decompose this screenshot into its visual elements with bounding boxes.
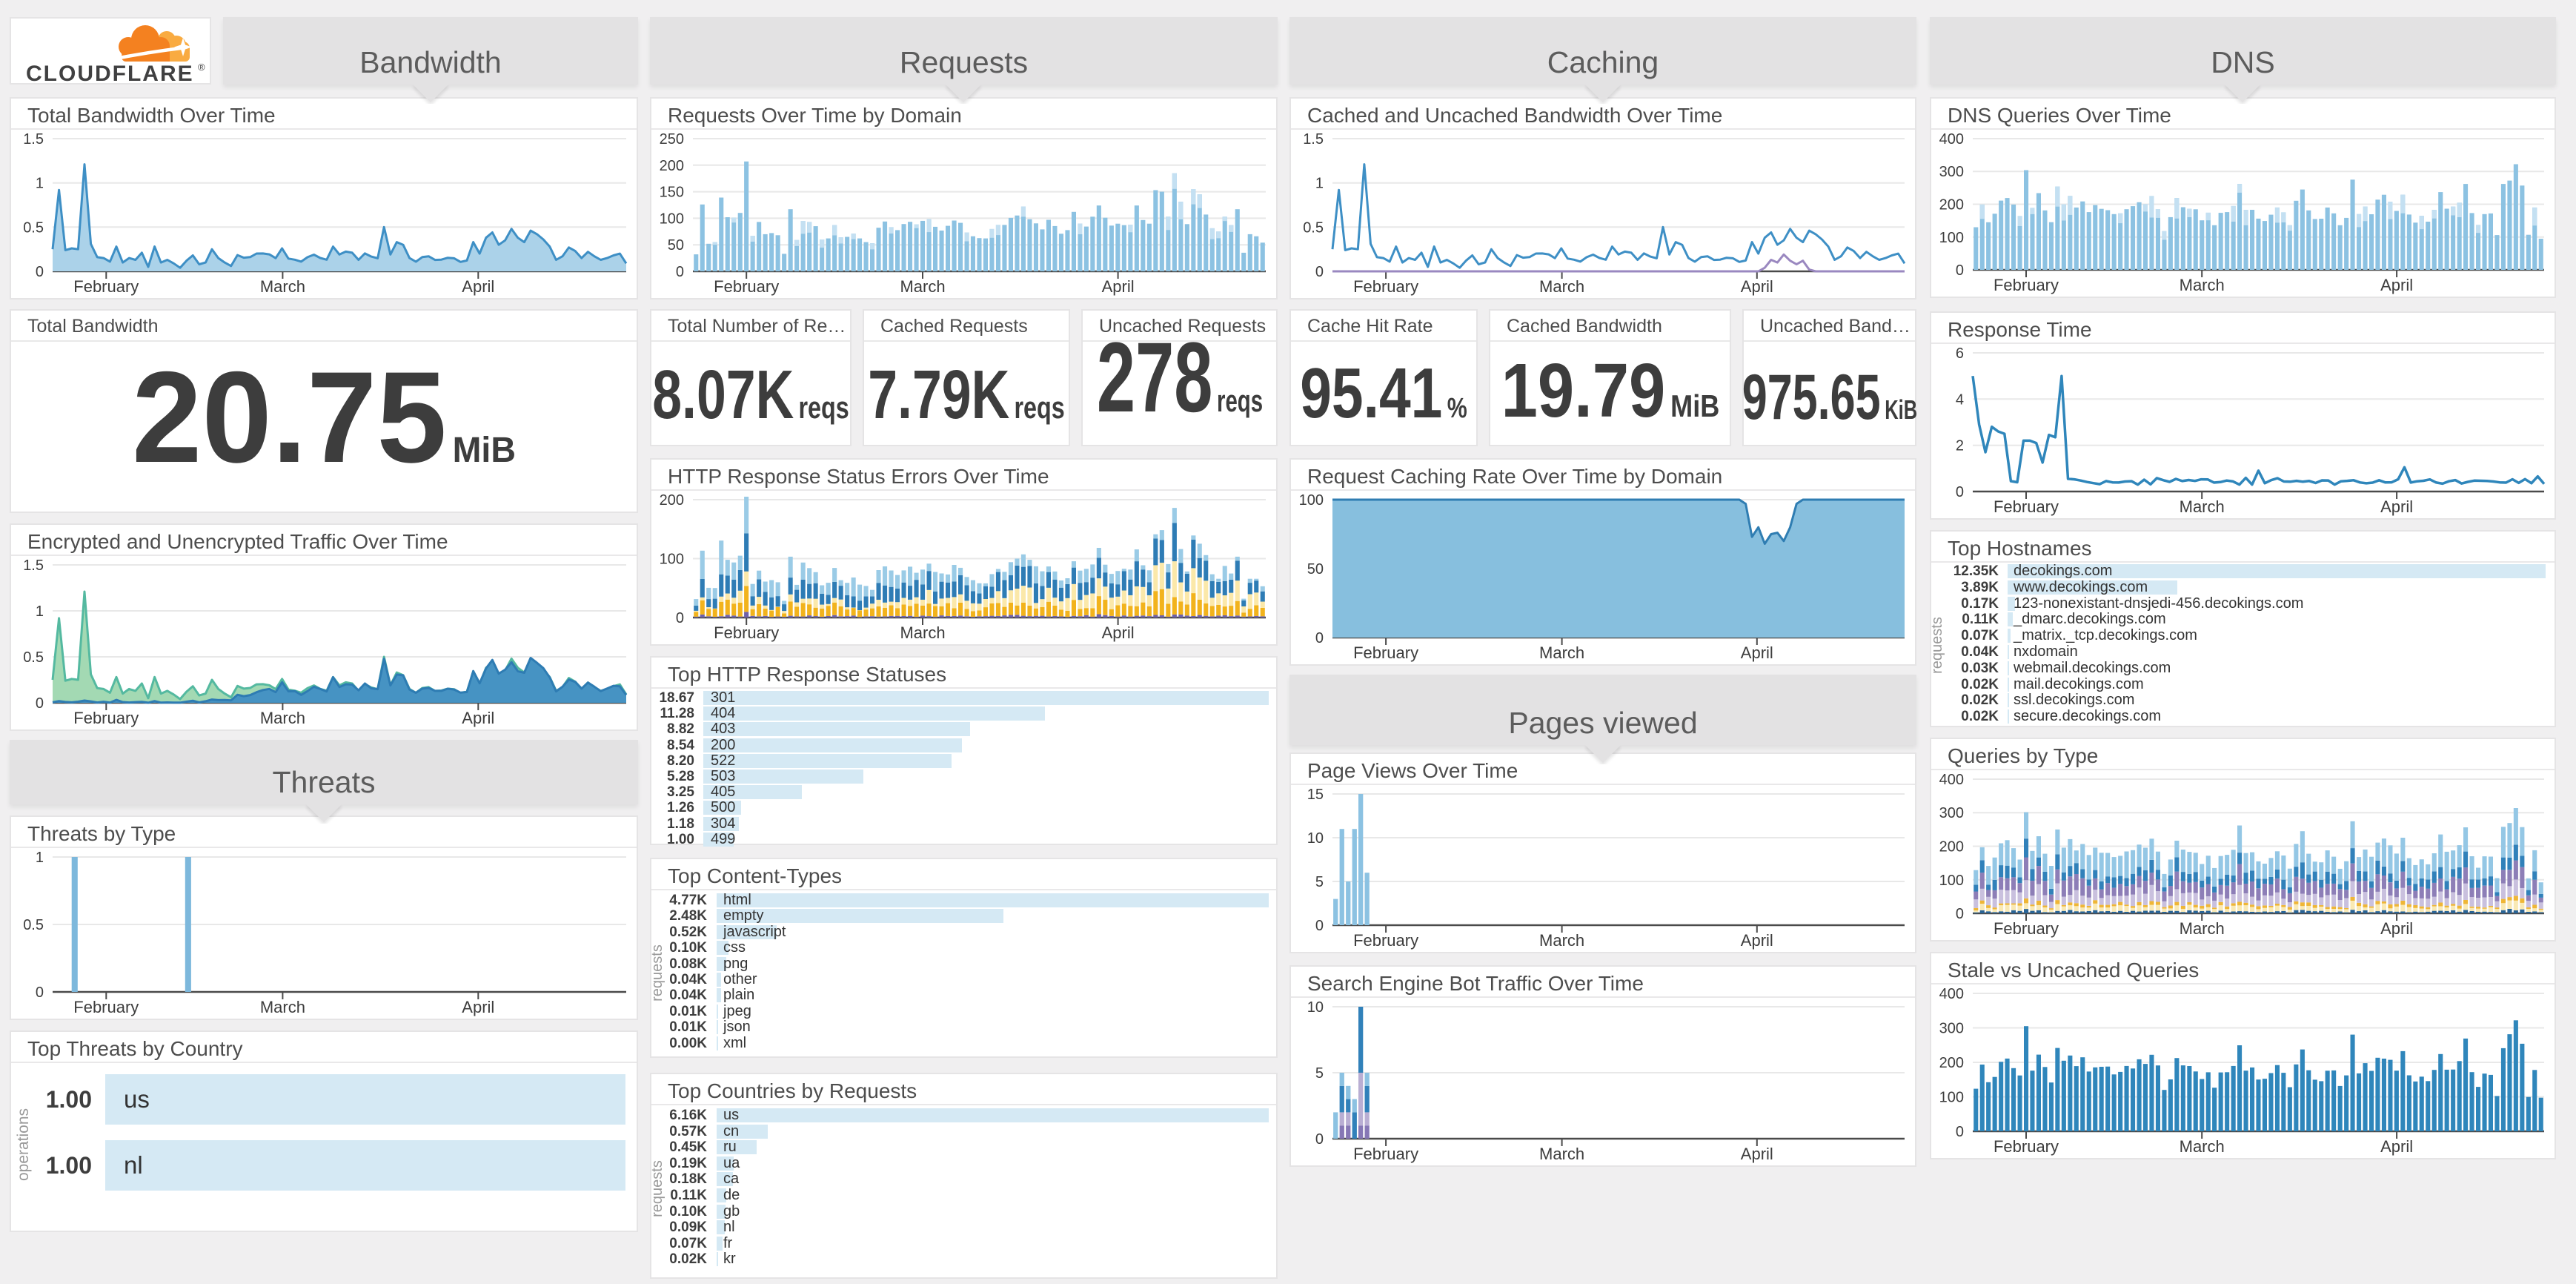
svg-text:April: April (1102, 623, 1135, 642)
svg-text:February: February (73, 277, 139, 296)
svg-text:0: 0 (676, 610, 684, 626)
svg-text:March: March (1539, 643, 1584, 662)
svg-text:February: February (714, 623, 779, 642)
svg-text:100: 100 (1939, 873, 1964, 889)
svg-text:0.5: 0.5 (23, 649, 44, 666)
svg-text:200: 200 (1939, 197, 1964, 214)
svg-text:300: 300 (1939, 805, 1964, 821)
svg-text:March: March (1539, 931, 1584, 950)
svg-text:April: April (2380, 276, 2413, 294)
svg-text:February: February (1353, 1145, 1418, 1163)
svg-text:0: 0 (1315, 264, 1324, 280)
svg-text:April: April (2380, 1137, 2413, 1156)
svg-text:April: April (1741, 643, 1773, 662)
svg-text:0.5: 0.5 (23, 917, 44, 933)
svg-text:400: 400 (1939, 986, 1964, 1002)
svg-text:April: April (462, 709, 494, 727)
svg-text:0: 0 (1956, 262, 1964, 279)
svg-text:400: 400 (1939, 772, 1964, 788)
svg-text:150: 150 (660, 185, 684, 201)
svg-text:0.5: 0.5 (23, 219, 44, 236)
svg-text:February: February (1994, 497, 2059, 516)
svg-text:1: 1 (1315, 176, 1324, 192)
svg-text:April: April (462, 998, 494, 1016)
svg-text:100: 100 (1939, 230, 1964, 246)
svg-text:March: March (900, 623, 945, 642)
svg-text:300: 300 (1939, 164, 1964, 180)
svg-text:100: 100 (1939, 1090, 1964, 1106)
svg-text:15: 15 (1307, 787, 1324, 803)
svg-text:1: 1 (36, 850, 44, 866)
svg-text:200: 200 (660, 158, 684, 174)
svg-text:April: April (1741, 931, 1773, 950)
svg-text:6: 6 (1956, 345, 1964, 362)
svg-text:March: March (900, 277, 945, 296)
svg-text:0: 0 (36, 264, 44, 280)
svg-text:400: 400 (1939, 131, 1964, 148)
svg-text:April: April (1741, 277, 1773, 296)
svg-text:1.5: 1.5 (1303, 131, 1324, 148)
svg-text:100: 100 (660, 552, 684, 568)
svg-text:300: 300 (1939, 1021, 1964, 1037)
svg-text:0: 0 (1315, 918, 1324, 934)
svg-text:4: 4 (1956, 391, 1964, 408)
svg-text:February: February (1353, 277, 1418, 296)
svg-text:50: 50 (1307, 561, 1324, 578)
svg-text:0: 0 (36, 695, 44, 712)
svg-text:200: 200 (1939, 839, 1964, 856)
svg-text:March: March (260, 277, 305, 296)
svg-text:April: April (1741, 1145, 1773, 1163)
svg-text:CLOUDFLARE: CLOUDFLARE (26, 62, 194, 84)
svg-text:March: March (1539, 1145, 1584, 1163)
svg-text:0: 0 (1315, 630, 1324, 646)
svg-text:March: March (260, 709, 305, 727)
svg-text:April: April (1102, 277, 1135, 296)
svg-text:February: February (73, 709, 139, 727)
svg-text:March: March (2180, 919, 2225, 938)
svg-text:5: 5 (1315, 874, 1324, 890)
svg-text:March: March (2180, 1137, 2225, 1156)
svg-text:10: 10 (1307, 999, 1324, 1016)
svg-text:February: February (73, 998, 139, 1016)
svg-text:2: 2 (1956, 438, 1964, 454)
svg-text:February: February (1353, 643, 1418, 662)
svg-text:0: 0 (36, 984, 44, 1001)
svg-text:February: February (1994, 1137, 2059, 1156)
svg-text:0: 0 (1315, 1131, 1324, 1148)
svg-text:10: 10 (1307, 830, 1324, 847)
svg-text:100: 100 (660, 211, 684, 227)
svg-text:250: 250 (660, 131, 684, 148)
svg-text:April: April (462, 277, 494, 296)
svg-text:0: 0 (1956, 906, 1964, 922)
svg-text:200: 200 (660, 492, 684, 509)
svg-text:February: February (714, 277, 779, 296)
svg-text:1.5: 1.5 (23, 131, 44, 148)
svg-text:®: ® (198, 62, 205, 73)
svg-text:February: February (1994, 276, 2059, 294)
svg-text:0: 0 (1956, 1124, 1964, 1140)
svg-text:February: February (1353, 931, 1418, 950)
svg-text:March: March (2180, 497, 2225, 516)
svg-text:50: 50 (668, 237, 684, 254)
svg-text:5: 5 (1315, 1065, 1324, 1082)
svg-text:1: 1 (36, 176, 44, 192)
svg-text:200: 200 (1939, 1055, 1964, 1071)
svg-text:0: 0 (1956, 484, 1964, 500)
svg-text:April: April (2380, 919, 2413, 938)
svg-text:March: March (2180, 276, 2225, 294)
svg-text:March: March (260, 998, 305, 1016)
svg-text:100: 100 (1299, 492, 1324, 509)
svg-text:1.5: 1.5 (23, 557, 44, 574)
svg-text:1: 1 (36, 603, 44, 620)
svg-text:0: 0 (676, 264, 684, 280)
svg-text:April: April (2380, 497, 2413, 516)
svg-text:February: February (1994, 919, 2059, 938)
svg-text:March: March (1539, 277, 1584, 296)
svg-text:0.5: 0.5 (1303, 219, 1324, 236)
